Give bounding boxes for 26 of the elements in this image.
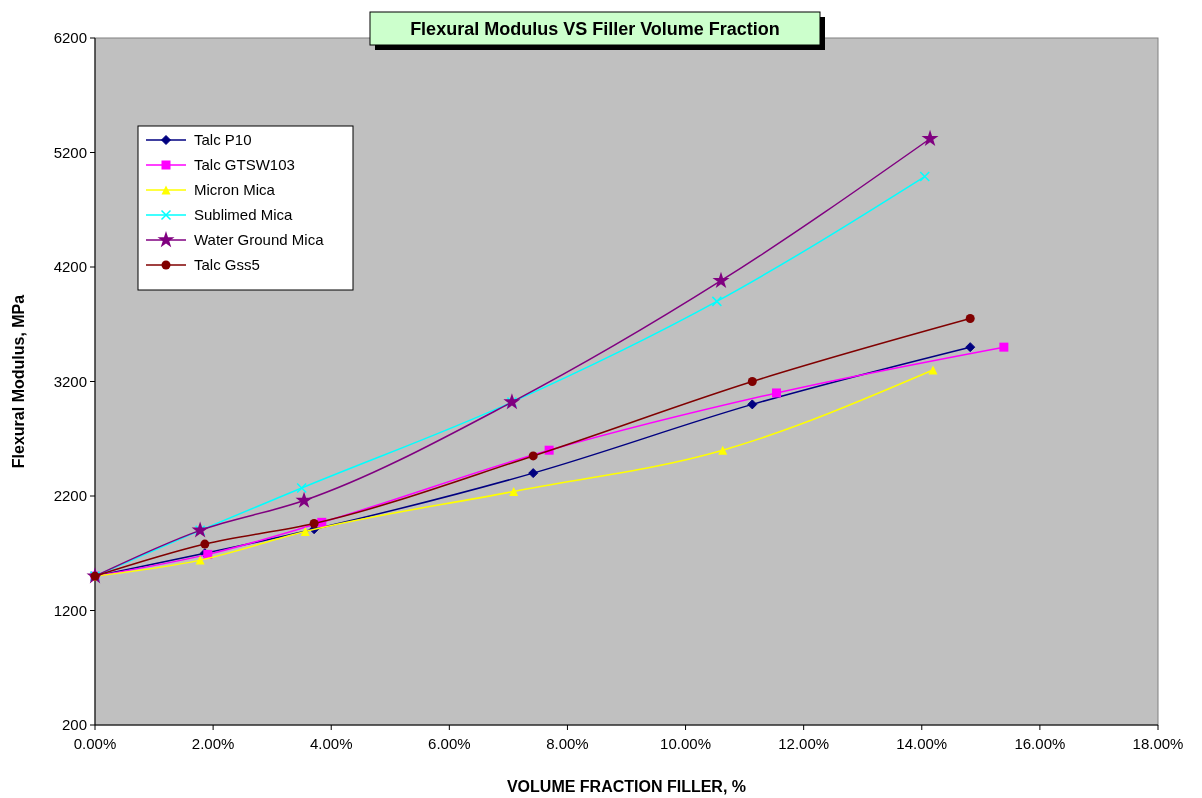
legend-label: Water Ground Mica [194, 231, 325, 249]
x-tick-label: 10.00% [660, 735, 711, 752]
y-tick-label: 4200 [53, 258, 87, 276]
y-axis-title: Flexural Modulus, MPa [10, 294, 27, 469]
y-tick-label: 200 [61, 716, 87, 734]
y-tick-label: 2200 [53, 487, 87, 505]
x-tick-label: 16.00% [1014, 735, 1066, 752]
legend-label: Micron Mica [194, 181, 276, 199]
y-tick-label: 3200 [53, 372, 87, 390]
x-tick-label: 14.00% [896, 735, 948, 752]
x-tick-label: 8.00% [546, 735, 589, 752]
x-tick-label: 2.00% [191, 735, 235, 752]
x-tick-label: 12.00% [778, 735, 830, 752]
x-tick-label: 0.00% [73, 735, 117, 752]
y-tick-label: 1200 [53, 601, 87, 619]
chart-title: Flexural Modulus VS Filler Volume Fraction [410, 19, 780, 39]
y-tick-label: 5200 [53, 143, 87, 161]
x-tick-label: 18.00% [1132, 735, 1184, 752]
x-axis-title: VOLUME FRACTION FILLER, % [506, 778, 747, 795]
x-tick-label: 4.00% [309, 735, 353, 752]
legend-label: Talc GTSW103 [194, 156, 295, 174]
x-tick-label: 6.00% [428, 735, 471, 752]
legend-label: Talc Gss5 [194, 256, 260, 274]
legend-label: Talc P10 [194, 131, 252, 149]
legend-label: Sublimed Mica [194, 206, 294, 224]
y-tick-label: 6200 [53, 29, 87, 47]
